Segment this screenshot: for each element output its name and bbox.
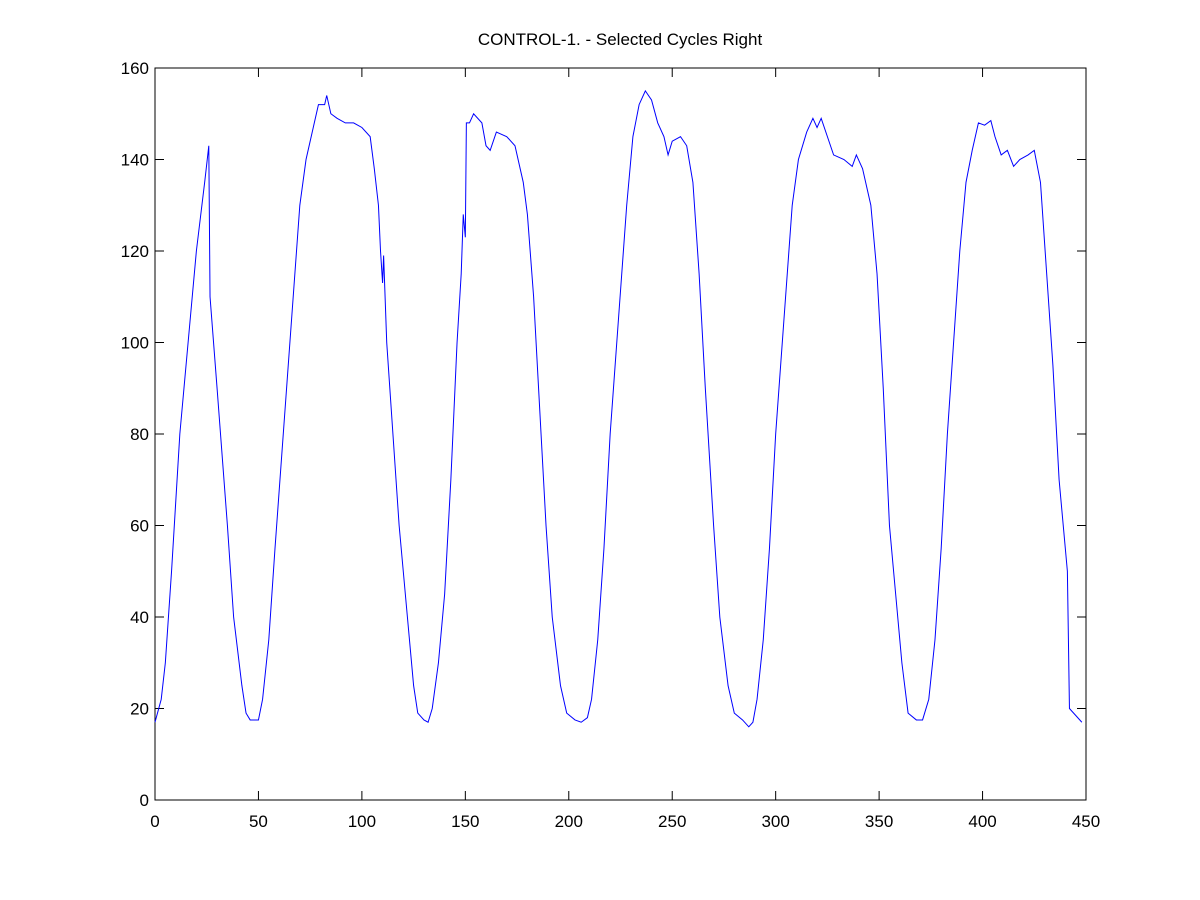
data-line bbox=[154, 89, 1083, 728]
y-tick-label: 0 bbox=[140, 791, 149, 810]
y-tick-label: 140 bbox=[121, 151, 149, 170]
x-tick-label: 350 bbox=[865, 812, 893, 831]
plot-area bbox=[154, 67, 1087, 801]
x-tick-label: 450 bbox=[1072, 812, 1100, 831]
y-tick-label: 120 bbox=[121, 242, 149, 261]
x-tick-label: 300 bbox=[761, 812, 789, 831]
y-tick-label: 80 bbox=[130, 425, 149, 444]
y-tick-label: 40 bbox=[130, 608, 149, 627]
x-tick-label: 200 bbox=[555, 812, 583, 831]
x-tick-label: 0 bbox=[150, 812, 159, 831]
x-tick-label: 50 bbox=[249, 812, 268, 831]
chart-title: CONTROL-1. - Selected Cycles Right bbox=[478, 30, 763, 49]
x-tick-label: 250 bbox=[658, 812, 686, 831]
y-tick-label: 60 bbox=[130, 517, 149, 536]
y-tick-label: 100 bbox=[121, 334, 149, 353]
x-tick-label: 400 bbox=[968, 812, 996, 831]
x-tick-label: 100 bbox=[348, 812, 376, 831]
x-tick-label: 150 bbox=[451, 812, 479, 831]
y-tick-label: 20 bbox=[130, 700, 149, 719]
y-tick-label: 160 bbox=[121, 59, 149, 78]
